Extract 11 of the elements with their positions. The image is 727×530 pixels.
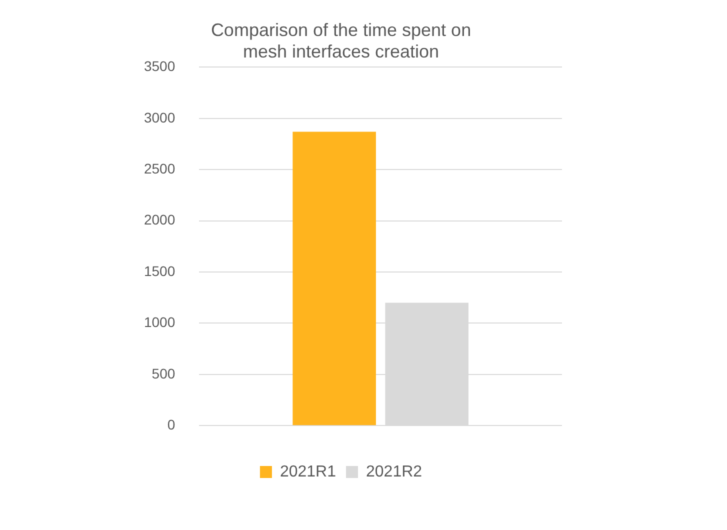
y-tick-label: 3500 (144, 58, 176, 74)
y-tick-label: 0 (167, 416, 176, 432)
y-tick-label: 2500 (144, 160, 176, 176)
legend-label: 2021R1 (280, 463, 336, 480)
y-tick-label: 2000 (144, 212, 176, 228)
y-tick-label: 3000 (144, 109, 176, 126)
y-tick-label: 1500 (144, 262, 176, 279)
chart-title: Comparison of the time spent on mesh interfaces creation (210, 20, 472, 62)
y-tick-label: 1000 (144, 314, 176, 330)
y-tick-label: 500 (152, 365, 176, 382)
legend-label: 2021R2 (366, 463, 422, 480)
